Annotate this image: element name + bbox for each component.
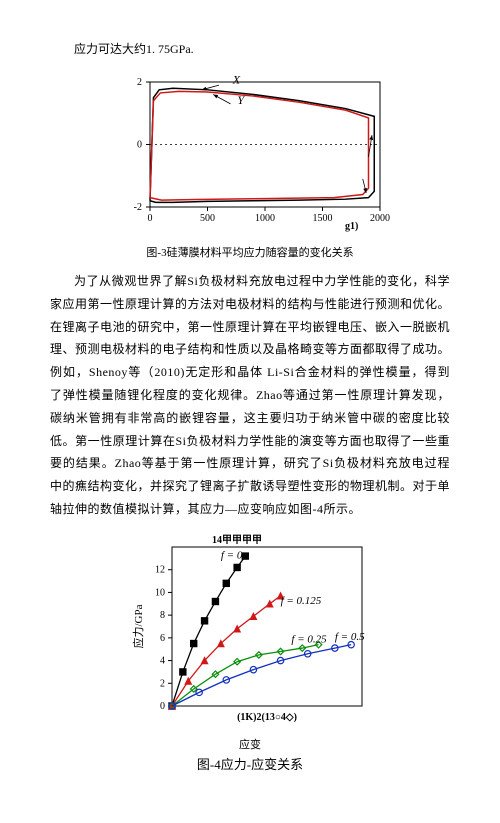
svg-text:1500: 1500	[313, 213, 333, 224]
svg-text:4: 4	[160, 655, 165, 666]
svg-text:2: 2	[137, 77, 142, 88]
svg-text:g1): g1)	[345, 221, 358, 232]
svg-text:f = 0: f = 0	[221, 549, 243, 561]
main-paragraph: 为了从微观世界了解Si负极材料充放电过程中力学性能的变化，科学家应用第一性原理计…	[50, 270, 450, 521]
chart-1-container: 0500100015002000-202g1)XY	[50, 72, 450, 236]
svg-text:(1K)2(13○4◇): (1K)2(13○4◇)	[237, 712, 297, 723]
svg-text:0: 0	[137, 140, 142, 151]
svg-text:f = 0.125: f = 0.125	[281, 595, 322, 607]
chart-2-xlabel: 应变	[50, 736, 450, 752]
svg-text:500: 500	[200, 213, 215, 224]
svg-text:6: 6	[160, 633, 165, 644]
svg-text:10: 10	[155, 587, 165, 598]
svg-text:X: X	[232, 73, 241, 87]
svg-text:f = 0.5: f = 0.5	[335, 631, 365, 643]
svg-text:8: 8	[160, 610, 165, 621]
svg-text:-2: -2	[134, 202, 142, 213]
chart-2-container: 0 2 4 6 8 10 12 应力/GPa 14甲甲甲甲 (1K)2(13○4◇) f = 0 f …	[50, 529, 450, 728]
svg-text:14甲甲甲甲: 14甲甲甲甲	[212, 534, 262, 546]
chart-1-caption: 图-3硅薄膜材料平均应力随容量的变化关系	[50, 244, 450, 260]
svg-text:12: 12	[155, 564, 165, 575]
svg-text:2000: 2000	[370, 213, 390, 224]
intro-line: 应力可达大约1. 75GPa.	[50, 40, 450, 57]
svg-text:0: 0	[148, 213, 153, 224]
svg-text:应力/GPa: 应力/GPa	[131, 604, 145, 648]
chart-2-caption: 图-4应力-应变关系	[50, 754, 450, 773]
chart-1: 0500100015002000-202g1)XY	[110, 72, 390, 232]
svg-text:f = 0.25: f = 0.25	[291, 633, 327, 645]
svg-text:2: 2	[160, 678, 165, 689]
chart-2: 0 2 4 6 8 10 12 应力/GPa 14甲甲甲甲 (1K)2(13○4◇) f = 0 f …	[130, 529, 370, 724]
svg-text:0: 0	[160, 701, 165, 712]
svg-text:1000: 1000	[255, 213, 275, 224]
